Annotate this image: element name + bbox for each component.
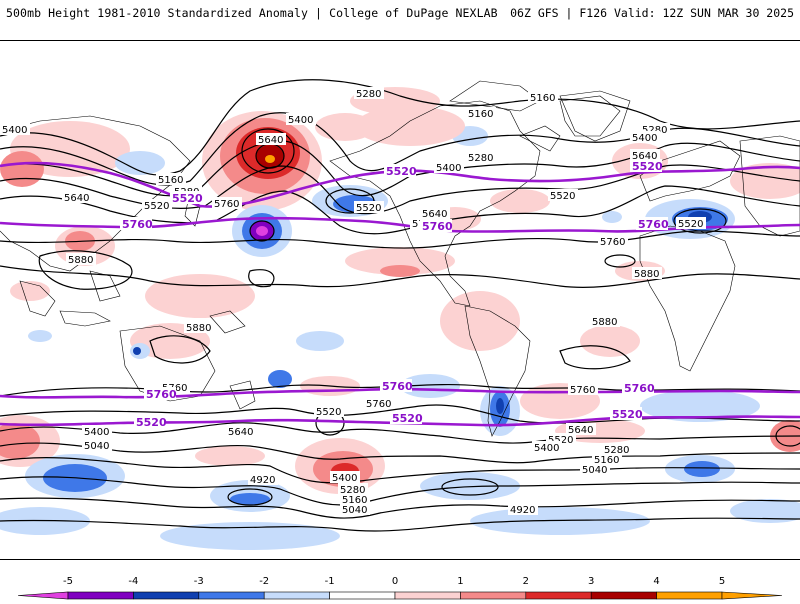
contour-label: 5160 — [158, 175, 183, 186]
contour-label: 5520 — [550, 191, 575, 202]
colorbar-tick-labels: -5 -4 -3 -2 -1 0 1 2 3 4 5 — [63, 576, 725, 587]
contour-label: 5520 — [316, 407, 341, 418]
contour-label: 5040 — [84, 441, 109, 452]
anomaly-shading — [0, 87, 800, 550]
purple-contour-label: 5760 — [122, 218, 153, 231]
contour-label: 5400 — [288, 115, 313, 126]
purple-contour-label: 5520 — [386, 165, 417, 178]
purple-contour-label: 5760 — [382, 380, 413, 393]
colorbar-segment — [657, 592, 722, 599]
purple-contour-label: 5520 — [392, 412, 423, 425]
colorbar-segment — [264, 592, 329, 599]
contour-label: 5520 — [356, 203, 381, 214]
purple-contour-label: 5760 — [146, 388, 177, 401]
purple-contour-label: 5760 — [422, 220, 453, 233]
contour-label: 5640 — [64, 193, 89, 204]
model-run-info: 06Z GFS | F126 Valid: 12Z SUN MAR 30 202… — [510, 6, 794, 20]
contour-label: 5760 — [600, 237, 625, 248]
colorbar-segment — [199, 592, 264, 599]
contour-label: 5760 — [570, 385, 595, 396]
anomaly-map: 5280 5160 5160 5400 5400 5640 5280 5400 … — [0, 41, 800, 559]
colorbar-tick-label: -4 — [128, 576, 138, 587]
contour-label: 5400 — [436, 163, 461, 174]
contour-label: 5280 — [356, 89, 381, 100]
colorbar-tick-label: -5 — [63, 576, 73, 587]
contour-label: 5880 — [634, 269, 659, 280]
contour-label: 5160 — [530, 93, 555, 104]
colorbar-tick-label: -1 — [325, 576, 335, 587]
contour-label: 5400 — [2, 125, 27, 136]
colorbar-low-arrow — [18, 592, 68, 599]
colorbar-tick-label: 1 — [457, 576, 463, 587]
contour-label: 5760 — [214, 199, 239, 210]
contour-label: 5640 — [228, 427, 253, 438]
contour-label: 4920 — [510, 505, 535, 516]
map-title: 500mb Height 1981-2010 Standardized Anom… — [6, 6, 498, 20]
colorbar-tick-label: -2 — [259, 576, 269, 587]
contour-label: 5400 — [84, 427, 109, 438]
purple-contour-label: 5760 — [638, 218, 669, 231]
colorbar-segment — [133, 592, 198, 599]
colorbar-tick-label: 4 — [653, 576, 659, 587]
contour-label: 4920 — [250, 475, 275, 486]
colorbar-high-arrow — [722, 592, 782, 599]
contour-label: 5640 — [258, 135, 283, 146]
purple-contour-label: 5520 — [612, 408, 643, 421]
contour-label: 5400 — [632, 133, 657, 144]
colorbar-tick-label: -3 — [194, 576, 204, 587]
colorbar-svg: -5 -4 -3 -2 -1 0 1 2 3 4 5 — [0, 570, 800, 600]
contour-label: 5520 — [144, 201, 169, 212]
contour-label: 5400 — [534, 443, 559, 454]
colorbar-segment — [395, 592, 460, 599]
contour-label: 5040 — [342, 505, 367, 516]
contour-label: 5280 — [468, 153, 493, 164]
map-panel: 5280 5160 5160 5400 5400 5640 5280 5400 … — [0, 40, 800, 560]
contour-label: 5760 — [366, 399, 391, 410]
contour-label: 5880 — [186, 323, 211, 334]
colorbar-tick-label: 3 — [588, 576, 594, 587]
contour-label: 5880 — [592, 317, 617, 328]
contour-label: 5040 — [582, 465, 607, 476]
purple-contour-label: 5760 — [624, 382, 655, 395]
contour-label: 5880 — [68, 255, 93, 266]
contour-label: 5400 — [332, 473, 357, 484]
colorbar-segment — [591, 592, 656, 599]
colorbar-tick-label: 5 — [719, 576, 725, 587]
contour-label: 5520 — [678, 219, 703, 230]
color-legend: -5 -4 -3 -2 -1 0 1 2 3 4 5 — [0, 570, 800, 600]
purple-contour-label: 5520 — [136, 416, 167, 429]
header-bar: 500mb Height 1981-2010 Standardized Anom… — [0, 0, 800, 30]
purple-contour-label: 5520 — [172, 192, 203, 205]
colorbar-tick-label: 2 — [523, 576, 529, 587]
colorbar-bar — [18, 592, 782, 599]
contour-label: 5160 — [468, 109, 493, 120]
colorbar-segment — [526, 592, 591, 599]
purple-contour-label: 5520 — [632, 160, 663, 173]
colorbar-tick-label: 0 — [392, 576, 398, 587]
colorbar-segment — [68, 592, 133, 599]
colorbar-segment — [460, 592, 525, 599]
colorbar-segment — [330, 592, 395, 599]
